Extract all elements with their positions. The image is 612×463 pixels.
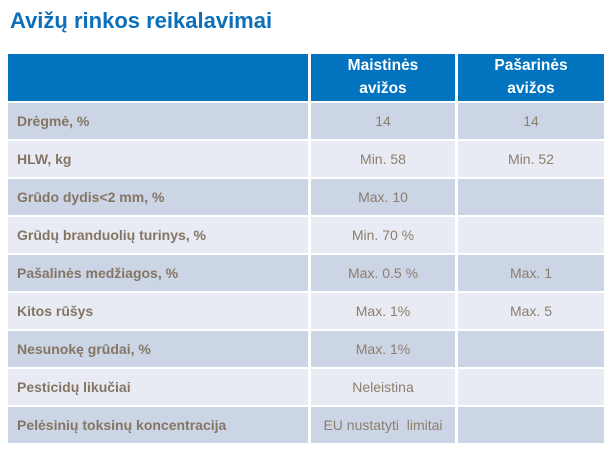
row-label: Pašalinės medžiagos, %: [8, 255, 308, 291]
cell-maistines: Max. 0.5 %: [311, 255, 455, 291]
table-row: Nesunokę grūdai, % Max. 1%: [8, 331, 604, 367]
row-label: Kitos rūšys: [8, 293, 308, 329]
table-row: Pašalinės medžiagos, % Max. 0.5 % Max. 1: [8, 255, 604, 291]
cell-pasarines: 14: [458, 103, 604, 139]
table-row: Grūdų branduolių turinys, % Min. 70 %: [8, 217, 604, 253]
header-empty: [8, 54, 308, 101]
table-row: Grūdo dydis<2 mm, % Max. 10: [8, 179, 604, 215]
table-row: HLW, kg Min. 58 Min. 52: [8, 141, 604, 177]
cell-maistines: Min. 58: [311, 141, 455, 177]
slide: Avižų rinkos reikalavimai Maistinės aviž…: [0, 8, 612, 463]
header-maistines: Maistinės avižos: [311, 54, 455, 101]
table-row: Drėgmė, % 14 14: [8, 103, 604, 139]
page-title: Avižų rinkos reikalavimai: [10, 8, 273, 33]
cell-pasarines: Min. 52: [458, 141, 604, 177]
table-row: Kitos rūšys Max. 1% Max. 5: [8, 293, 604, 329]
row-label: Grūdų branduolių turinys, %: [8, 217, 308, 253]
requirements-table: Maistinės avižos Pašarinės avižos Drėgmė…: [5, 52, 607, 445]
row-label: Pesticidų likučiai: [8, 369, 308, 405]
table-row: Pelėsinių toksinų koncentracija EU nusta…: [8, 407, 604, 443]
cell-maistines: Min. 70 %: [311, 217, 455, 253]
cell-pasarines: [458, 331, 604, 367]
cell-maistines: EU nustatyti limitai: [311, 407, 455, 443]
row-label: Grūdo dydis<2 mm, %: [8, 179, 308, 215]
row-label: Nesunokę grūdai, %: [8, 331, 308, 367]
cell-maistines: Max. 1%: [311, 331, 455, 367]
cell-pasarines: [458, 179, 604, 215]
cell-maistines: Neleistina: [311, 369, 455, 405]
cell-pasarines: Max. 1: [458, 255, 604, 291]
header-pasarines: Pašarinės avižos: [458, 54, 604, 101]
table-row: Pesticidų likučiai Neleistina: [8, 369, 604, 405]
cell-maistines: Max. 10: [311, 179, 455, 215]
cell-pasarines: [458, 407, 604, 443]
cell-maistines: 14: [311, 103, 455, 139]
cell-maistines: Max. 1%: [311, 293, 455, 329]
row-label: Pelėsinių toksinų koncentracija: [8, 407, 308, 443]
row-label: Drėgmė, %: [8, 103, 308, 139]
cell-pasarines: [458, 217, 604, 253]
cell-pasarines: Max. 5: [458, 293, 604, 329]
row-label: HLW, kg: [8, 141, 308, 177]
cell-pasarines: [458, 369, 604, 405]
table-header-row: Maistinės avižos Pašarinės avižos: [8, 54, 604, 101]
